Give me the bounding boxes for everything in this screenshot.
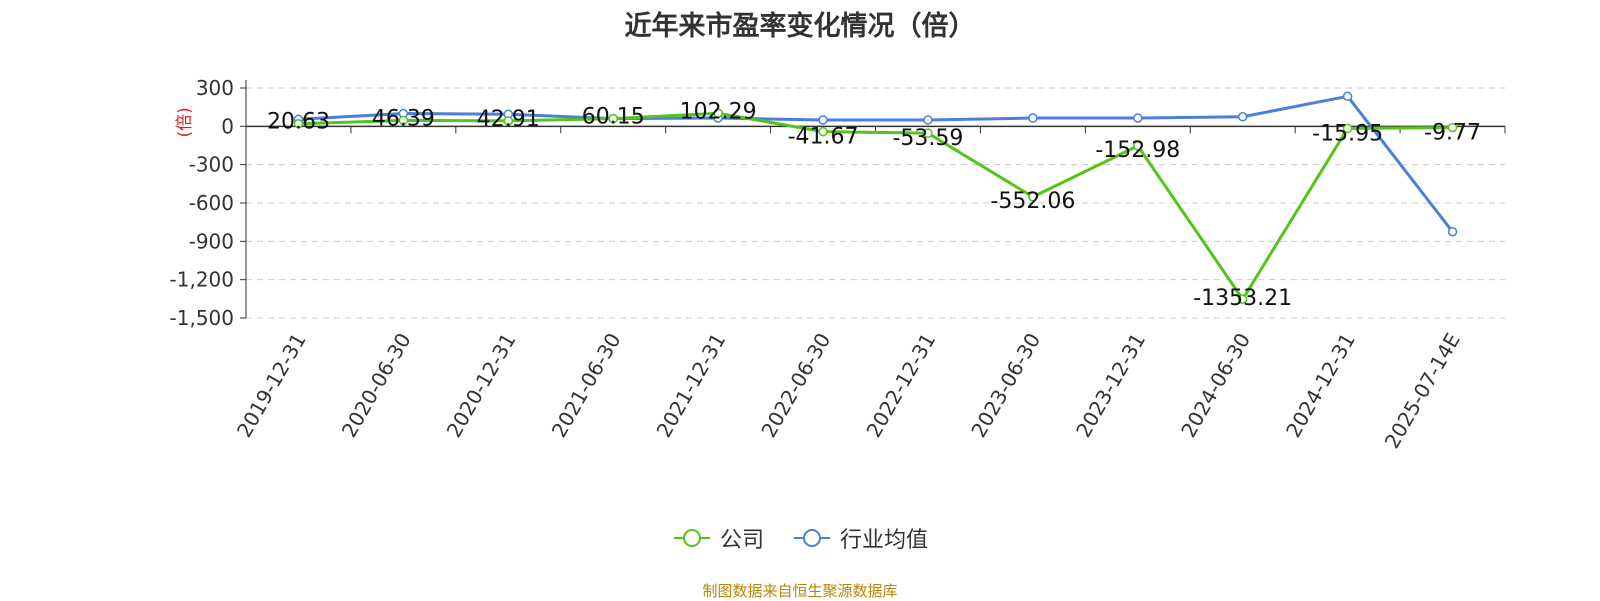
company-point xyxy=(1237,294,1248,304)
x-tick-label: 2022-06-30 xyxy=(756,329,835,442)
grid-lines xyxy=(246,87,1505,319)
data-label: -9.77 xyxy=(1424,121,1481,146)
data-label: -1353.21 xyxy=(1193,286,1292,311)
company-point xyxy=(713,108,723,119)
y-tick-label: -600 xyxy=(189,191,234,215)
y-axis-title: (倍) xyxy=(175,107,195,137)
y-tick-label: 300 xyxy=(196,76,234,100)
company-point xyxy=(1447,122,1458,133)
y-tick-label: -1,500 xyxy=(170,306,234,330)
x-tick-label: 2021-12-31 xyxy=(652,329,731,442)
x-tick-label: 2020-06-30 xyxy=(337,329,416,442)
x-tick-label: 2019-12-31 xyxy=(232,329,311,442)
x-tick-label: 2020-12-31 xyxy=(442,329,521,442)
y-tick-label: -900 xyxy=(189,229,234,253)
legend-industry-icon xyxy=(794,529,830,547)
data-label: 42.91 xyxy=(477,107,540,132)
legend-company-label: 公司 xyxy=(719,528,764,553)
y-tick-label: -300 xyxy=(189,153,234,177)
industry-point xyxy=(1342,91,1353,102)
x-tick-label: 2021-06-30 xyxy=(547,329,626,442)
company-point xyxy=(503,116,514,126)
x-tick-label: 2023-12-31 xyxy=(1071,329,1150,442)
y-tick-label: -1,200 xyxy=(170,268,234,292)
data-label: -53.59 xyxy=(892,126,963,151)
source-note: 制图数据来自恒生聚源数据库 xyxy=(702,582,898,600)
y-tick-label: 0 xyxy=(221,114,234,138)
x-tick-label: 2024-12-31 xyxy=(1281,329,1360,442)
legend-item-industry[interactable]: 行业均值 xyxy=(792,522,928,554)
company-point xyxy=(1028,192,1038,202)
industry-point xyxy=(1133,113,1143,123)
legend-company-icon xyxy=(673,529,710,547)
data-label: 46.39 xyxy=(372,106,435,131)
company-point xyxy=(398,115,409,126)
data-label: -41.67 xyxy=(788,125,859,150)
company-point xyxy=(1133,141,1143,151)
company-point xyxy=(818,126,828,137)
legend-item-company[interactable]: 公司 xyxy=(672,522,764,554)
company-point xyxy=(923,128,933,138)
industry-point xyxy=(1447,227,1458,237)
data-label: -152.98 xyxy=(1095,138,1180,163)
x-tick-label: 2023-06-30 xyxy=(966,329,1045,442)
x-tick-label: 2025-07-14E xyxy=(1380,329,1465,453)
industry-point xyxy=(923,115,933,125)
data-label: -15.95 xyxy=(1312,121,1383,146)
company-point xyxy=(608,113,618,124)
company-point xyxy=(1342,123,1353,134)
data-label: 102.29 xyxy=(680,99,757,124)
legend: 公司 行业均值 xyxy=(0,522,1600,554)
x-tick-label: 2024-06-30 xyxy=(1176,329,1255,442)
data-label: 20.63 xyxy=(267,110,330,135)
industry-point xyxy=(1237,112,1248,122)
industry-point xyxy=(1028,113,1038,123)
industry-point xyxy=(818,115,828,125)
x-tick-label: 2022-12-31 xyxy=(861,329,940,442)
legend-industry-label: 行业均值 xyxy=(840,528,929,553)
series-lines xyxy=(293,91,1458,304)
company-line xyxy=(298,111,1453,301)
data-labels: 20.63 46.39 42.91 60.15 102.29 -41.67 -53.59 -5… xyxy=(267,99,1481,311)
industry-line xyxy=(298,94,1454,233)
chart-title: 近年来市盈率变化情况（倍） xyxy=(624,11,976,42)
company-point xyxy=(293,118,304,129)
data-label: -552.06 xyxy=(990,189,1075,214)
data-label: 60.15 xyxy=(582,105,645,130)
